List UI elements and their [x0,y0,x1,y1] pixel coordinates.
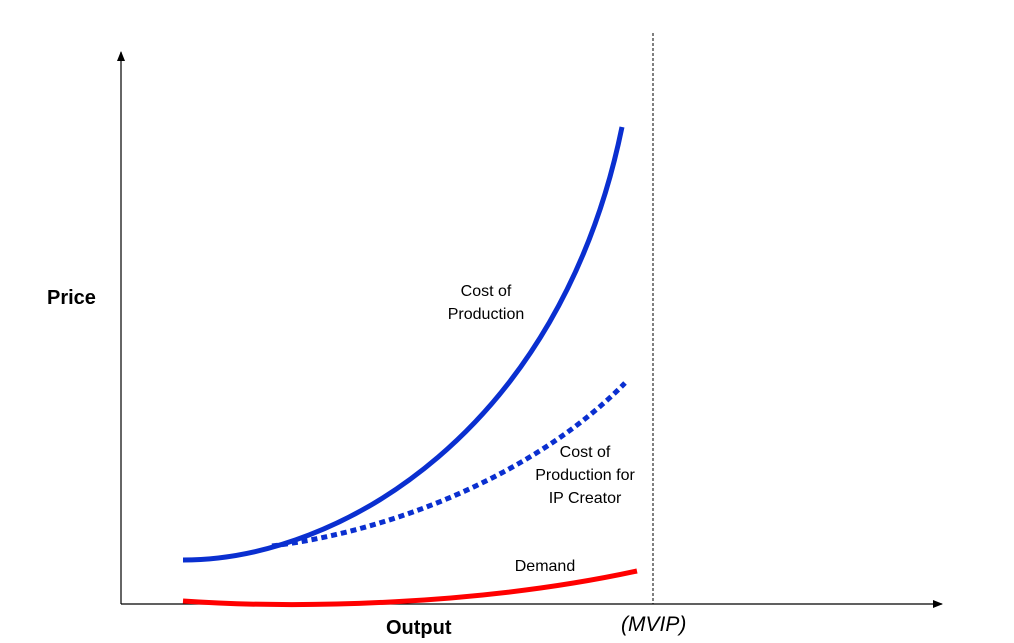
cost-of-production-label-line1: Cost of [460,283,512,300]
cost-ip-creator-label: Cost of Production for IP Creator [525,441,645,510]
y-axis-label: Price [47,287,96,309]
cost-ip-creator-label-line2: Production for [535,467,635,484]
cost-ip-creator-curve [271,381,627,549]
cost-of-production-label: Cost of Production [437,280,535,326]
x-axis-label: Output [386,617,452,639]
cost-of-production-curve [182,126,625,563]
demand-label: Demand [514,558,576,575]
cost-of-production-label-line2: Production [447,306,525,323]
cost-ip-creator-label-line3: IP Creator [548,490,622,507]
demand-curve [182,568,638,608]
cost-ip-creator-label-line1: Cost of [559,444,611,461]
mvip-label: (MVIP) [621,613,687,636]
